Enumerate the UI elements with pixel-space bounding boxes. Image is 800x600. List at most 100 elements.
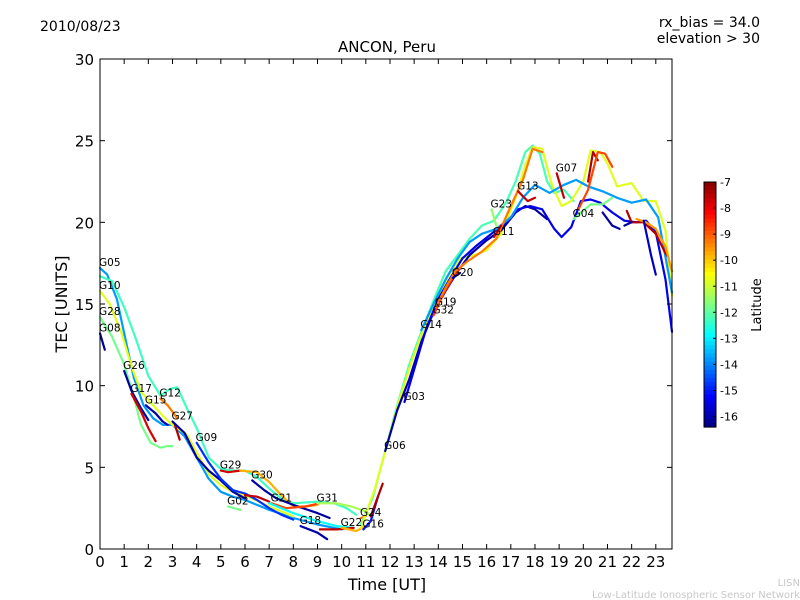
satellite-label: G27 — [171, 411, 193, 423]
colorbar-segment — [704, 386, 716, 391]
series-line-unlabeled — [369, 482, 384, 518]
colorbar-segment — [704, 198, 716, 204]
colorbar-segment — [704, 210, 716, 216]
series-line-g27 — [171, 420, 247, 500]
colorbar-segment — [704, 308, 716, 314]
series-line-unlabeled — [601, 211, 621, 230]
y-tick-label: 0 — [84, 541, 94, 559]
colorbar-segment — [704, 194, 716, 199]
x-tick-label: 12 — [380, 553, 399, 571]
colorbar-tick-label: -14 — [720, 358, 738, 371]
x-tick-label: 4 — [192, 553, 202, 571]
date-label: 2010/08/23 — [40, 19, 121, 35]
colorbar-segment — [704, 345, 716, 351]
colorbar-tick-label: -8 — [720, 202, 731, 215]
x-tick-label: 15 — [453, 553, 472, 571]
colorbar-segment — [704, 284, 716, 289]
colorbar-segment — [704, 280, 716, 285]
colorbar-segment — [704, 353, 716, 359]
satellite-label: G05 — [99, 257, 121, 269]
series-line-g05 — [98, 267, 343, 531]
series-line-g13 — [517, 190, 537, 203]
series-line-g07 — [555, 172, 566, 199]
satellite-label: G26 — [123, 360, 145, 372]
satellite-label: G18 — [300, 515, 322, 527]
colorbar-segment — [704, 422, 716, 428]
colorbar-segment — [704, 341, 716, 346]
colorbar-segment — [704, 337, 716, 342]
colorbar-segment — [704, 222, 716, 228]
x-tick-label: 20 — [574, 553, 593, 571]
satellite-label: G17 — [130, 383, 152, 395]
colorbar-segment — [704, 296, 716, 302]
satellite-label: G32 — [432, 304, 454, 316]
x-tick-label: 13 — [405, 553, 424, 571]
colorbar-segment — [704, 329, 716, 334]
x-axis-label: Time [UT] — [347, 575, 426, 594]
colorbar-segment — [704, 316, 716, 322]
colorbar-segment — [704, 373, 716, 379]
series-line-unlabeled — [359, 146, 674, 529]
x-tick-label: 3 — [168, 553, 178, 571]
colorbar-segment — [704, 349, 716, 355]
satellite-label: G28 — [99, 306, 121, 318]
colorbar-segment — [704, 247, 716, 253]
colorbar-segment — [704, 186, 716, 191]
colorbar-tick-label: -9 — [720, 228, 731, 241]
satellite-label: G24 — [360, 507, 382, 519]
colorbar-segment — [704, 357, 716, 363]
satellite-label: G14 — [420, 319, 442, 331]
x-tick-label: 5 — [216, 553, 226, 571]
colorbar-segment — [704, 312, 716, 318]
colorbar-segment — [704, 231, 716, 236]
rx-bias-annotation: rx_bias = 34.0 — [659, 15, 760, 31]
series-line-unlabeled — [359, 144, 575, 526]
satellite-label: G21 — [271, 492, 293, 504]
series-line-g21 — [270, 502, 321, 510]
series-line-g14 — [420, 178, 674, 332]
y-tick-label: 25 — [75, 133, 94, 151]
colorbar-segment — [704, 365, 716, 371]
y-tick-label: 30 — [75, 51, 94, 69]
colorbar-segment — [704, 300, 716, 306]
satellite-label: G11 — [493, 226, 514, 238]
colorbar-tick-label: -10 — [720, 254, 738, 267]
colorbar-segment — [704, 275, 716, 281]
colorbar-segment — [704, 271, 716, 277]
satellite-label: G04 — [573, 208, 595, 220]
satellite-label: G22 — [341, 517, 363, 529]
colorbar-segment — [704, 218, 716, 224]
x-tick-label: 18 — [525, 553, 544, 571]
x-tick-label: 16 — [477, 553, 496, 571]
colorbar-segment — [704, 418, 716, 424]
colorbar-segment — [704, 410, 716, 416]
colorbar-segment — [704, 259, 716, 265]
chart-title: ANCON, Peru — [338, 38, 436, 56]
series-line-g19 — [434, 147, 544, 309]
series-line-unlabeled — [625, 209, 669, 258]
colorbar-segment — [704, 263, 716, 269]
series-line-unlabeled — [173, 423, 181, 441]
satellite-label: G03 — [403, 391, 425, 403]
satellite-label: G16 — [362, 518, 384, 530]
satellite-label: G30 — [251, 469, 273, 481]
colorbar-segment — [704, 202, 716, 208]
series-line-unlabeled — [642, 219, 657, 276]
satellite-label: G19 — [435, 296, 457, 308]
footer-lisn: LISN — [778, 578, 800, 589]
colorbar: -7 -8 -9 -10 -11 -12 -13 -14 -15 -16 — [703, 176, 738, 428]
x-tick-label: 23 — [646, 553, 665, 571]
x-tick-label: 7 — [264, 553, 274, 571]
series-line-g04 — [572, 196, 614, 221]
colorbar-tick-label: -15 — [720, 385, 738, 398]
colorbar-segment — [704, 390, 716, 395]
colorbar-label: Latitude — [750, 278, 765, 332]
x-tick-label: 21 — [598, 553, 617, 571]
satellite-label: G07 — [556, 162, 578, 174]
colorbar-tick-label: -16 — [720, 411, 738, 424]
colorbar-segment — [704, 320, 716, 326]
series-line-g12 — [159, 397, 179, 420]
x-tick-label: 1 — [119, 553, 129, 571]
